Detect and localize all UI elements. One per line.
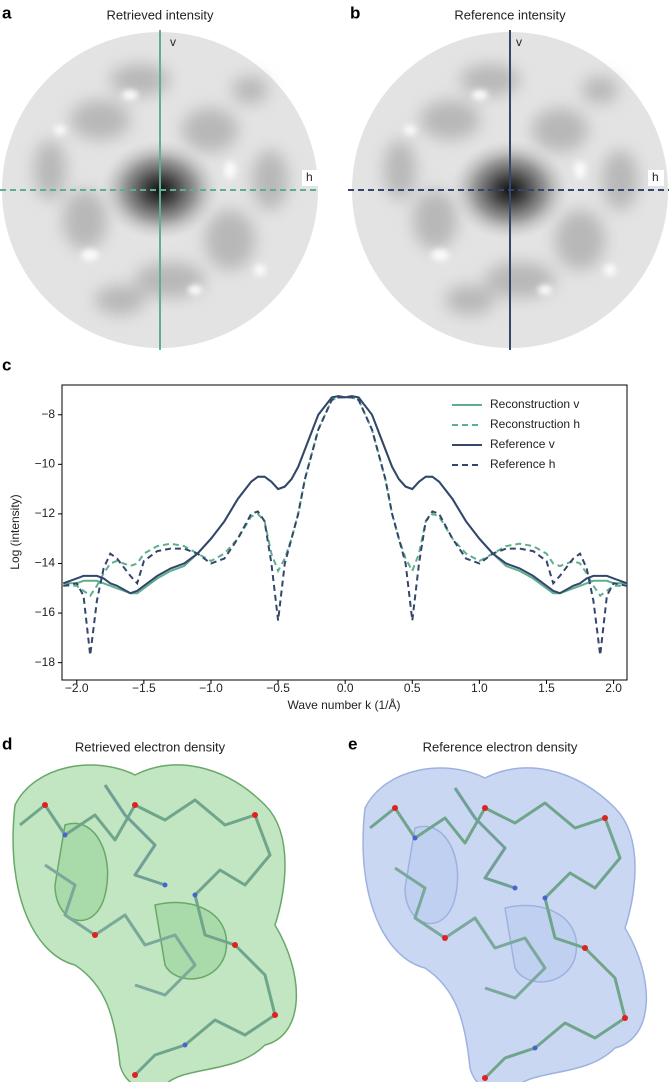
x-tick-label: 0.5 <box>404 681 421 695</box>
y-tick-label: −12 <box>35 506 56 520</box>
y-tick-label: −14 <box>35 556 56 570</box>
x-tick-label: −1.0 <box>199 681 223 695</box>
h-label: h <box>652 170 659 184</box>
panel-title: Reference electron density <box>423 739 578 754</box>
h-label-bg <box>648 170 664 186</box>
panel-a: a Retrieved intensity v h <box>0 3 320 350</box>
x-tick-label: 0.0 <box>337 681 354 695</box>
v-label: v <box>170 35 176 49</box>
x-tick-label: 1.0 <box>471 681 488 695</box>
x-tick-label: −1.5 <box>132 681 156 695</box>
plot-frame <box>61 384 628 681</box>
panel-title: Reference intensity <box>454 7 566 22</box>
panel-title: Retrieved electron density <box>75 739 226 754</box>
h-label: h <box>306 170 313 184</box>
h-label-bg <box>302 170 318 186</box>
x-tick-label: 2.0 <box>605 681 622 695</box>
panel-label: e <box>348 734 357 753</box>
y-tick-label: −8 <box>41 407 55 421</box>
density-image <box>12 764 298 1082</box>
series-line <box>63 396 628 656</box>
legend-label: Reconstruction v <box>490 397 579 411</box>
y-tick-label: −10 <box>35 456 56 470</box>
panel-label: b <box>350 3 360 22</box>
panel-b: b Reference intensity v h <box>348 3 669 350</box>
series-line <box>62 395 628 595</box>
series-line <box>63 396 627 598</box>
x-axis-label: Wave number k (1/Å) <box>288 697 401 712</box>
y-tick-label: −18 <box>35 655 56 669</box>
legend-label: Reference h <box>490 457 555 471</box>
panel-label: d <box>2 734 12 753</box>
x-tick-label: −0.5 <box>266 681 290 695</box>
y-axis-label: Log (intensity) <box>8 494 22 569</box>
panel-label: a <box>2 3 12 22</box>
legend-label: Reconstruction h <box>490 417 580 431</box>
panel-e: e Reference electron density <box>348 734 648 1082</box>
v-label: v <box>516 35 522 49</box>
x-tick-label: 1.5 <box>538 681 555 695</box>
panel-c: c Wave number k (1/Å) Log (intensity) −2… <box>2 355 628 712</box>
legend-label: Reference v <box>490 437 555 451</box>
panel-title: Retrieved intensity <box>107 7 214 22</box>
panel-label: c <box>2 355 11 374</box>
y-tick-label: −16 <box>35 605 56 619</box>
x-tick-label: −2.0 <box>65 681 89 695</box>
density-image <box>362 767 648 1082</box>
panel-d: d Retrieved electron density <box>2 734 298 1082</box>
